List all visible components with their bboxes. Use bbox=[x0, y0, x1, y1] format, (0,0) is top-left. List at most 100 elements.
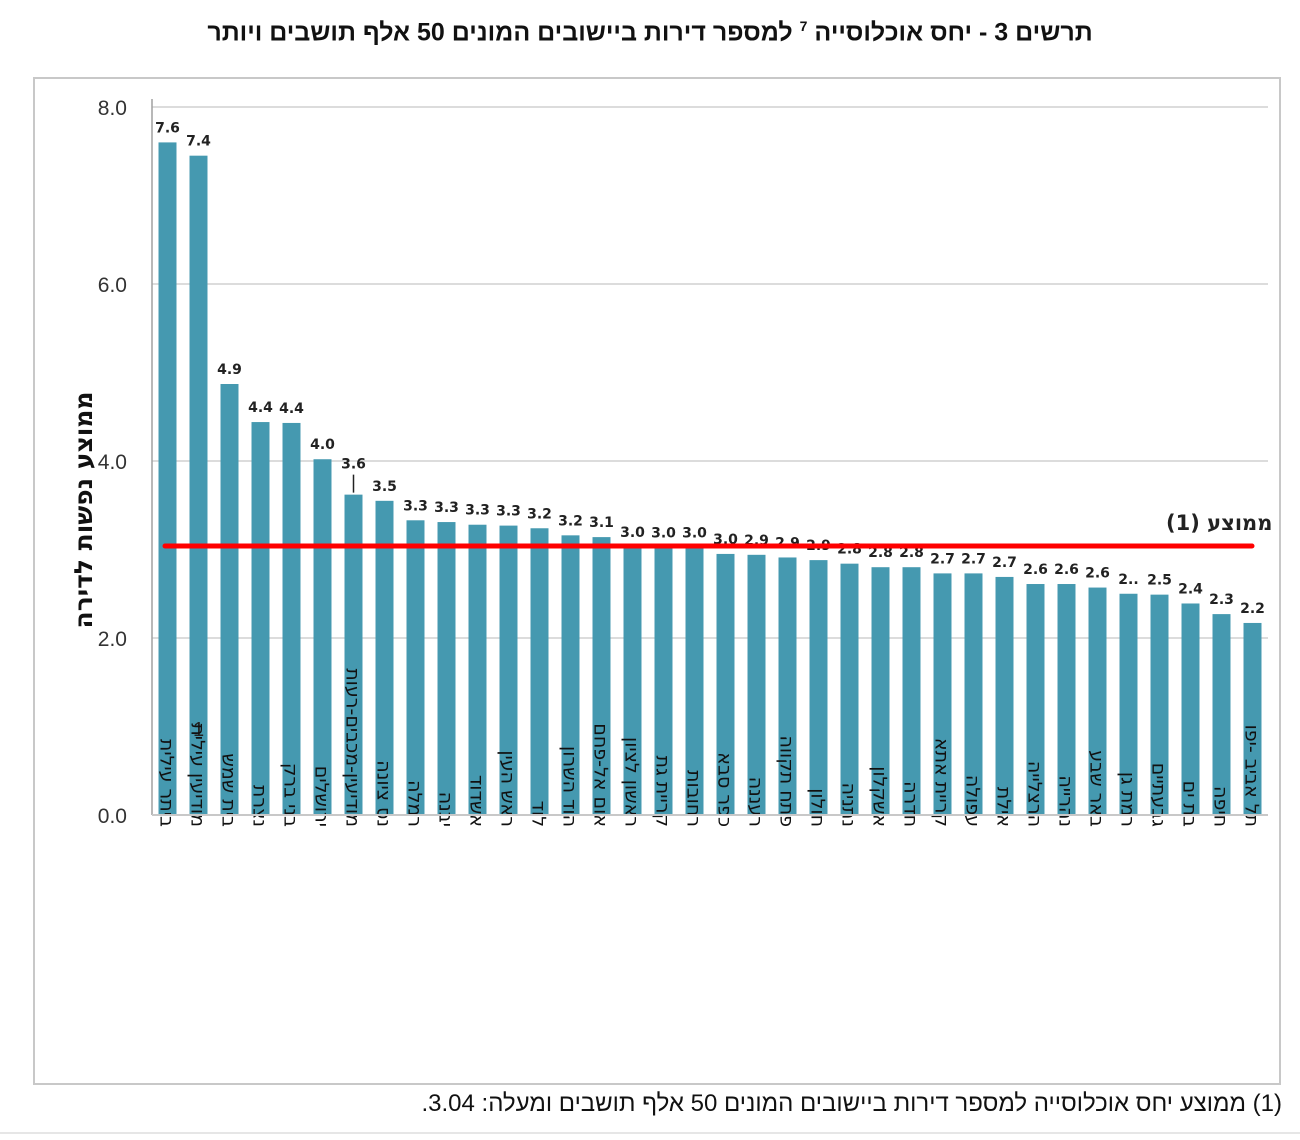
bar bbox=[747, 554, 766, 815]
data-label: 2.7 bbox=[992, 555, 1017, 571]
data-label: 3.3 bbox=[434, 500, 459, 516]
x-tick-label: נתניה bbox=[838, 783, 860, 827]
y-tick-label: 0.0 bbox=[98, 805, 127, 828]
x-tick-label: יבנה bbox=[435, 792, 457, 827]
bar bbox=[1119, 593, 1138, 815]
data-label: 3.3 bbox=[465, 503, 490, 519]
bar bbox=[1181, 603, 1200, 815]
data-label: 3.3 bbox=[496, 504, 521, 520]
bar bbox=[778, 557, 797, 815]
x-tick-label: אום אל-פחם bbox=[590, 723, 612, 827]
bar bbox=[189, 155, 208, 816]
bar bbox=[158, 142, 177, 815]
bar bbox=[499, 525, 518, 815]
bar bbox=[561, 535, 580, 815]
bar bbox=[1243, 622, 1262, 815]
x-tick-label: חיפה bbox=[1210, 786, 1232, 827]
bar bbox=[964, 573, 983, 815]
bar bbox=[995, 576, 1014, 815]
bar bbox=[871, 567, 890, 815]
bar bbox=[1026, 584, 1045, 815]
x-tick-label: מודיעין-מכבים-רעות bbox=[342, 668, 364, 827]
data-label: 2.8 bbox=[868, 545, 893, 561]
bars bbox=[158, 142, 1262, 816]
data-label: 2.5 bbox=[1147, 573, 1172, 589]
x-tick-label: אשדוד bbox=[466, 775, 488, 827]
data-label: 7.4 bbox=[186, 134, 211, 150]
chart-title-main: תרשים 3 - יחס אוכלוסייה bbox=[814, 18, 1093, 47]
y-tick-label: 6.0 bbox=[98, 274, 127, 297]
x-tick-label: רחובות bbox=[683, 770, 705, 827]
bar bbox=[623, 546, 642, 815]
data-label: 4.4 bbox=[279, 401, 304, 417]
x-tick-label: לוד bbox=[528, 801, 550, 827]
y-axis-title: ממוצע נפשות לדירה bbox=[69, 392, 98, 629]
x-tick-label: בת ים bbox=[1179, 781, 1201, 827]
x-tick-label: אשקלון bbox=[869, 766, 891, 827]
bar bbox=[809, 560, 828, 815]
average-line-label: ממוצע (1) bbox=[1166, 511, 1272, 535]
data-label: 4.0 bbox=[310, 437, 335, 453]
bar bbox=[685, 547, 704, 815]
x-tick-label: רמת גן bbox=[1117, 772, 1139, 827]
x-tick-label: חולון bbox=[807, 788, 829, 827]
bar bbox=[530, 528, 549, 815]
data-label: 3.0 bbox=[620, 525, 645, 541]
x-tick-label: כפר סבא bbox=[714, 752, 736, 827]
x-tick-label: מודיעין עילית bbox=[187, 723, 209, 827]
y-tick-label: 8.0 bbox=[98, 97, 127, 120]
data-label: 3.6 bbox=[341, 457, 366, 473]
bar bbox=[375, 500, 394, 815]
x-tick-label: חדרה bbox=[900, 781, 922, 827]
bar bbox=[933, 573, 952, 815]
x-tick-label: קריית אתא bbox=[931, 738, 953, 827]
bar bbox=[344, 494, 363, 815]
data-label: 2.3 bbox=[1209, 592, 1234, 608]
data-label: 2.8 bbox=[899, 545, 924, 561]
x-tick-label: קריית גת bbox=[652, 755, 674, 827]
bar bbox=[1088, 587, 1107, 815]
data-label: 2.6 bbox=[1023, 562, 1048, 578]
data-label: 3.5 bbox=[372, 479, 397, 495]
data-label: 2.4 bbox=[1178, 581, 1203, 597]
data-label: 3.0 bbox=[651, 526, 676, 542]
bar bbox=[840, 563, 859, 815]
bar bbox=[406, 520, 425, 815]
data-labels: 7.6 7.4 4.9 4.4 4.4 4.0 3.6 3.5 3.3 3.3 3.3 3.3 3.2 3… bbox=[155, 120, 1265, 741]
bar bbox=[592, 537, 611, 815]
x-tick-label: תל אביב -יפו bbox=[1241, 725, 1263, 827]
data-label: 2.2 bbox=[1240, 601, 1265, 617]
x-tick-label: נס ציונה bbox=[373, 760, 395, 827]
x-tick-label: באר שבע bbox=[1086, 750, 1108, 827]
data-label: 2.7 bbox=[961, 551, 986, 567]
bar bbox=[902, 567, 921, 815]
x-tick-label: נצרת bbox=[249, 785, 271, 827]
data-label: 2.. bbox=[1118, 572, 1138, 588]
bar bbox=[313, 459, 332, 815]
chart-title-footnote-ref: 7 bbox=[799, 18, 808, 34]
bar bbox=[468, 524, 487, 815]
bar bbox=[1150, 594, 1169, 815]
x-tick-label: אילת bbox=[993, 787, 1015, 827]
bar bbox=[1057, 584, 1076, 815]
y-tick-label: 2.0 bbox=[98, 628, 127, 651]
x-tick-label: ביתר עילית bbox=[156, 739, 178, 827]
data-label: 3.0 bbox=[682, 526, 707, 542]
x-tick-label: נהרייה bbox=[1055, 775, 1077, 827]
data-label: 4.4 bbox=[248, 400, 273, 416]
x-tick-label: הוד השרון bbox=[559, 746, 581, 827]
chart-title: תרשים 3 - יחס אוכלוסייה 7 למספר דירות בי… bbox=[0, 18, 1300, 47]
x-tick-label: גבעתיים bbox=[1148, 763, 1170, 827]
chart-title-rest: למספר דירות ביישובים המונים 50 אלף תושבי… bbox=[207, 18, 793, 47]
average-line-group: ממוצע (1) bbox=[162, 511, 1272, 549]
x-tick-label: פתח תקווה bbox=[776, 735, 798, 827]
data-label: 4.9 bbox=[217, 362, 242, 378]
bar bbox=[282, 422, 301, 815]
data-label: 2.6 bbox=[1054, 562, 1079, 578]
annotation-label: 1 bbox=[193, 719, 204, 741]
x-tick-label: ראשון לציון bbox=[621, 737, 643, 827]
x-tick-label: רמלה bbox=[404, 780, 426, 827]
bar bbox=[220, 384, 239, 815]
x-tick-label: רעננה bbox=[745, 777, 767, 827]
